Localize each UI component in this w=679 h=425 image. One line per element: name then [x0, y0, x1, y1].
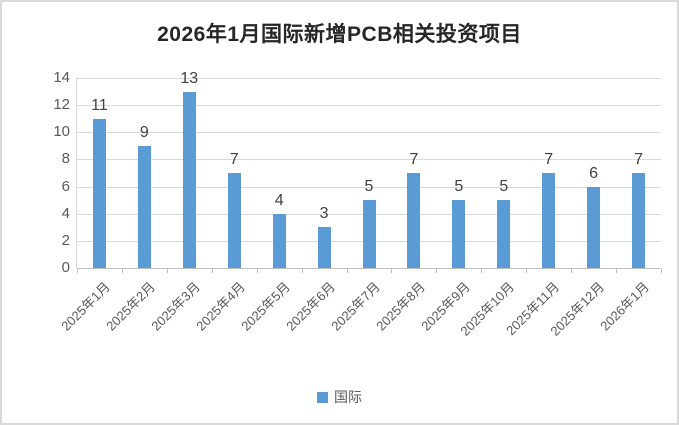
- x-axis-tick: [436, 269, 438, 273]
- gridline: [77, 186, 661, 188]
- data-label: 13: [180, 69, 199, 87]
- bar: [587, 186, 601, 268]
- data-label: 3: [319, 205, 329, 223]
- gridline: [77, 105, 661, 107]
- data-label: 11: [91, 96, 108, 114]
- bar: [227, 173, 241, 268]
- data-label: 6: [589, 164, 599, 182]
- x-axis-tick: [121, 269, 123, 273]
- bar: [497, 200, 511, 268]
- y-axis-label: 12: [53, 96, 70, 114]
- x-axis-tick: [526, 269, 528, 273]
- data-label: 9: [139, 123, 149, 141]
- chart-title: 2026年1月国际新增PCB相关投资项目: [157, 23, 522, 46]
- legend: 国际: [2, 387, 677, 407]
- x-axis-tick: [166, 269, 168, 273]
- y-axis-label: 8: [61, 150, 70, 168]
- data-label: 7: [634, 151, 643, 168]
- gridline: [77, 159, 661, 161]
- gridline: [77, 78, 661, 79]
- legend-swatch: [317, 391, 328, 403]
- data-label: 5: [454, 178, 464, 196]
- bar: [632, 173, 646, 268]
- data-label: 4: [274, 191, 284, 209]
- y-axis-label: 6: [61, 177, 70, 195]
- bar: [452, 200, 466, 268]
- legend-label: 国际: [334, 389, 362, 405]
- data-label: 7: [229, 151, 239, 168]
- bar: [542, 173, 556, 268]
- x-axis-tick: [481, 269, 483, 273]
- x-axis-tick: [77, 269, 78, 273]
- x-axis-tick: [571, 269, 573, 273]
- data-label: 5: [499, 178, 509, 196]
- y-axis-label: 2: [61, 231, 70, 249]
- y-axis-line: [76, 78, 77, 268]
- bar: [137, 145, 151, 268]
- y-axis-label: 14: [53, 69, 70, 86]
- bar: [407, 173, 421, 268]
- x-axis-tick: [661, 269, 662, 273]
- data-label: 7: [409, 151, 419, 168]
- y-axis-label: 10: [53, 123, 70, 141]
- bar: [272, 213, 286, 268]
- data-label: 5: [364, 178, 374, 196]
- x-axis-tick: [301, 269, 303, 273]
- x-axis-tick: [256, 269, 258, 273]
- bar: [362, 200, 376, 268]
- bar: [317, 227, 331, 268]
- x-axis-tick: [391, 269, 393, 273]
- y-axis-label: 0: [61, 259, 70, 276]
- bar: [92, 118, 106, 268]
- x-axis-tick: [211, 269, 213, 273]
- x-axis-tick: [346, 269, 348, 273]
- data-label: 7: [544, 151, 554, 168]
- x-axis-tick: [616, 269, 618, 273]
- x-axis-line: [77, 268, 661, 269]
- bar: [182, 91, 196, 268]
- gridline: [77, 132, 661, 134]
- x-axis-label: 2026年1月: [597, 279, 653, 334]
- x-axis-label: 2025年5月: [238, 279, 293, 334]
- y-axis-label: 4: [61, 204, 70, 222]
